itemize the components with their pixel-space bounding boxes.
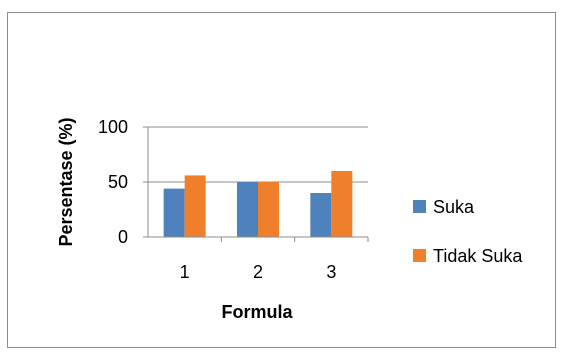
bar-suka: [310, 193, 332, 237]
legend-swatch: [413, 200, 426, 213]
bars: [163, 171, 353, 237]
axes: 0 50 100 1 2 3: [98, 117, 369, 282]
x-tick-label: 1: [180, 262, 190, 282]
legend-swatch: [413, 249, 426, 262]
legend: Suka Tidak Suka: [413, 197, 523, 266]
x-tick-label: 2: [253, 262, 263, 282]
bar-tidak-suka: [331, 171, 353, 237]
legend-label: Tidak Suka: [433, 246, 523, 266]
bar-suka: [237, 182, 258, 237]
legend-label: Suka: [433, 197, 475, 217]
y-tick-label: 0: [118, 227, 128, 247]
chart-border: [7, 12, 556, 348]
y-tick-label: 100: [98, 117, 128, 137]
bar-suka: [163, 188, 185, 237]
y-tick-label: 50: [108, 172, 128, 192]
x-axis-title: Formula: [221, 302, 293, 322]
x-tick-label: 3: [326, 262, 336, 282]
y-axis-title: Persentase (%): [56, 117, 76, 246]
bar-tidak-suka: [184, 175, 206, 237]
bar-tidak-suka: [258, 182, 279, 237]
